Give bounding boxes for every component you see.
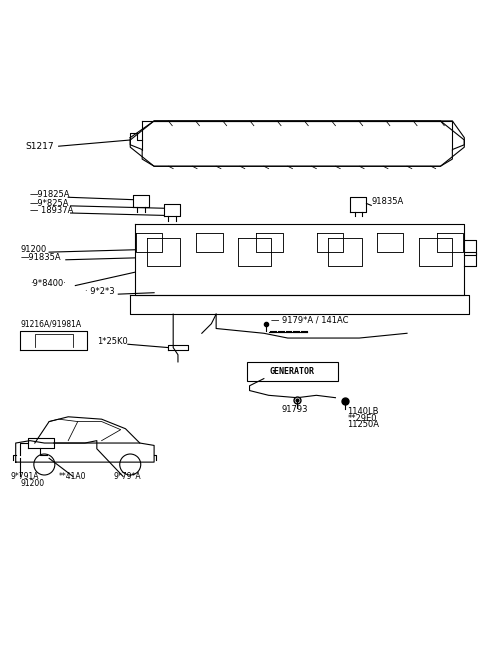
Text: 9*79*A: 9*79*A [114, 472, 141, 481]
Text: 11250A: 11250A [348, 420, 379, 429]
Text: — 18937A: — 18937A [30, 206, 73, 215]
Text: 9*791A: 9*791A [11, 472, 39, 481]
Text: 91200: 91200 [21, 245, 47, 254]
Text: 91200: 91200 [21, 479, 45, 488]
Text: S1217: S1217 [25, 142, 54, 150]
Text: —9*825A: —9*825A [30, 199, 70, 208]
Text: 91835A: 91835A [371, 197, 404, 206]
Text: **29E0: **29E0 [348, 414, 377, 422]
FancyBboxPatch shape [247, 362, 338, 381]
Text: · 9*2*3: · 9*2*3 [85, 287, 115, 296]
Text: **41A0: **41A0 [59, 472, 86, 481]
Text: 91793: 91793 [282, 405, 308, 414]
Text: — 9179*A / 141AC: — 9179*A / 141AC [271, 316, 348, 325]
Text: GENERATOR: GENERATOR [270, 367, 315, 376]
Text: 1*25K0: 1*25K0 [97, 337, 128, 346]
Text: —91835A: —91835A [21, 253, 61, 261]
Text: —91825A: —91825A [30, 191, 71, 199]
Text: 91216A/91981A: 91216A/91981A [21, 319, 82, 328]
Text: ·9*8400·: ·9*8400· [30, 279, 66, 288]
Text: 1140LB: 1140LB [348, 407, 379, 417]
